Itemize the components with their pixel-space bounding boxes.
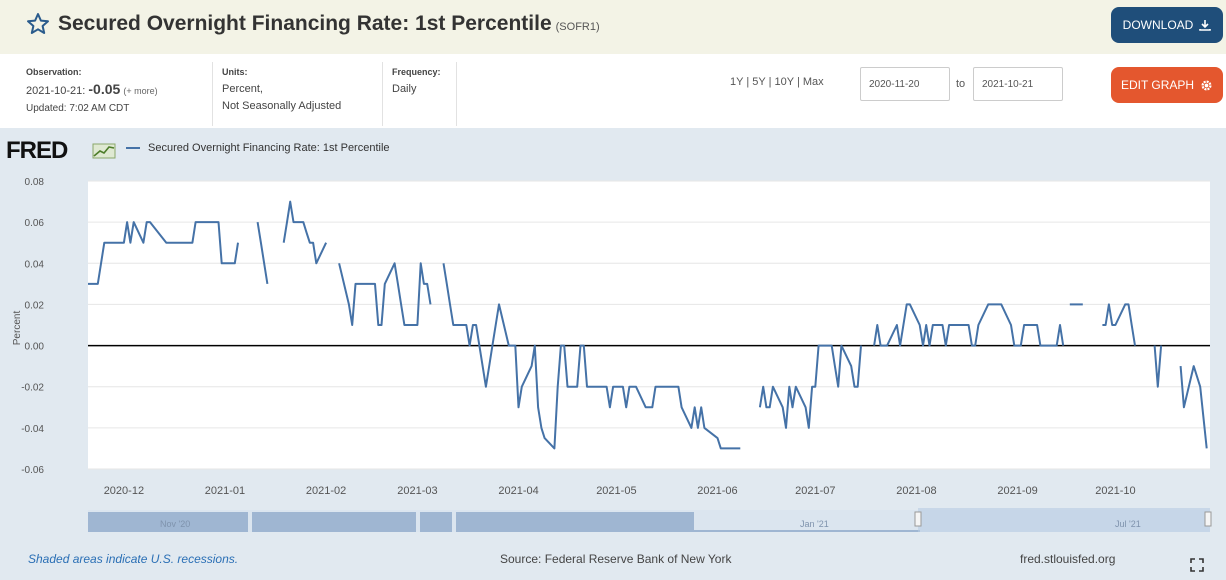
range-10y[interactable]: 10Y <box>774 76 794 88</box>
range-selector: 1Y | 5Y | 10Y | Max <box>730 76 824 88</box>
to-label: to <box>956 78 966 90</box>
range-max[interactable]: Max <box>802 76 824 88</box>
navigator-band <box>420 512 452 532</box>
recession-note[interactable]: Shaded areas indicate U.S. recessions. <box>28 552 239 566</box>
series-lines <box>88 200 1208 450</box>
x-tick-label: 2021-06 <box>697 485 737 497</box>
navigator-label: Jan '21 <box>800 519 829 529</box>
series-line <box>88 221 239 285</box>
navigator-band <box>88 512 248 532</box>
updated-text: Updated: 7:02 AM CDT <box>26 103 130 114</box>
page-title: Secured Overnight Financing Rate: 1st Pe… <box>58 12 600 36</box>
download-icon <box>1199 20 1212 31</box>
y-tick-label: 0.02 <box>25 300 45 311</box>
range-sep: | <box>796 76 800 88</box>
units-block: Units: Percent, Not Seasonally Adjusted <box>222 64 341 115</box>
x-tick-label: 2021-02 <box>306 485 346 497</box>
x-tick-label: 2021-01 <box>205 485 245 497</box>
navigator-band <box>456 512 694 532</box>
x-tick-label: 2020-12 <box>104 485 144 497</box>
y-tick-label: -0.02 <box>21 383 44 394</box>
y-tick-label: 0.00 <box>25 342 45 353</box>
frequency-label: Frequency: <box>392 67 441 77</box>
chart-legend: Secured Overnight Financing Rate: 1st Pe… <box>126 142 390 154</box>
divider <box>212 62 213 126</box>
legend-swatch <box>126 147 140 149</box>
y-tick-label: 0.08 <box>25 177 45 188</box>
y-axis: 0.08 0.06 0.04 0.02 0.00 -0.02 -0.04 -0.06 <box>21 177 44 476</box>
series-line <box>1179 365 1208 449</box>
x-tick-label: 2021-09 <box>997 485 1037 497</box>
download-button[interactable]: DOWNLOAD <box>1111 7 1223 43</box>
y-tick-label: 0.06 <box>25 218 45 229</box>
plot-area <box>88 181 1210 469</box>
navigator-label: Jul '21 <box>1115 519 1141 529</box>
x-tick-label: 2021-08 <box>896 485 936 497</box>
frequency-value: Daily <box>392 83 417 95</box>
series-line <box>338 262 432 326</box>
range-navigator[interactable]: Nov '20 Jan '21 Jul '21 <box>88 508 1212 532</box>
legend-label: Secured Overnight Financing Rate: 1st Pe… <box>148 142 390 154</box>
navigator-band <box>694 530 920 532</box>
range-sep: | <box>768 76 772 88</box>
observation-date: 2021-10-21: <box>26 85 86 97</box>
navigator-right-handle[interactable] <box>1204 511 1212 527</box>
series-line <box>873 303 1065 347</box>
series-info-bar: Observation: 2021-10-21: -0.05 (+ more) … <box>0 54 1226 128</box>
source-text: Source: Federal Reserve Bank of New York <box>500 552 732 566</box>
divider <box>456 62 457 126</box>
navigator-selection[interactable] <box>918 508 1210 532</box>
x-tick-label: 2021-03 <box>397 485 437 497</box>
series-code: (SOFR1) <box>555 21 600 33</box>
navigator-label: Nov '20 <box>160 519 190 529</box>
navigator-left-handle[interactable] <box>914 511 922 527</box>
x-tick-label: 2021-10 <box>1095 485 1135 497</box>
edit-graph-button[interactable]: EDIT GRAPH <box>1111 67 1223 103</box>
y-axis-label: Percent <box>12 311 23 346</box>
series-line <box>1153 345 1163 388</box>
x-tick-label: 2021-05 <box>596 485 636 497</box>
series-line <box>1102 303 1136 346</box>
y-tick-label: -0.06 <box>21 465 44 476</box>
navigator-band <box>252 512 416 532</box>
x-tick-label: 2021-07 <box>795 485 835 497</box>
observation-value: -0.05 <box>88 81 121 97</box>
star-icon[interactable] <box>26 12 50 36</box>
units-value-2: Not Seasonally Adjusted <box>222 100 342 112</box>
fullscreen-icon[interactable] <box>1190 558 1204 572</box>
range-sep: | <box>746 76 750 88</box>
series-line <box>282 200 328 265</box>
series-line <box>442 263 741 450</box>
range-5y[interactable]: 5Y <box>752 76 766 88</box>
units-label: Units: <box>222 67 248 77</box>
observation-label: Observation: <box>26 67 82 77</box>
gear-icon <box>1201 79 1212 91</box>
fred-logo: FRED <box>6 137 68 164</box>
more-link[interactable]: (+ more) <box>123 86 158 96</box>
download-label: DOWNLOAD <box>1122 18 1194 32</box>
frequency-block: Frequency: Daily <box>392 64 441 98</box>
y-tick-label: -0.04 <box>21 424 44 435</box>
header-bar: Secured Overnight Financing Rate: 1st Pe… <box>0 0 1226 54</box>
x-tick-label: 2021-04 <box>498 485 538 497</box>
end-date-input[interactable] <box>973 67 1063 101</box>
observation-block: Observation: 2021-10-21: -0.05 (+ more) … <box>26 64 158 117</box>
site-link[interactable]: fred.stlouisfed.org <box>1020 552 1116 566</box>
y-tick-label: 0.04 <box>25 259 45 270</box>
divider <box>382 62 383 126</box>
start-date-input[interactable] <box>860 67 950 101</box>
series-line <box>758 344 862 429</box>
fred-logo-graph-icon <box>92 143 116 159</box>
line-chart[interactable]: 0.08 0.06 0.04 0.02 0.00 -0.02 -0.04 -0.06 2020… <box>0 168 1226 578</box>
series-title: Secured Overnight Financing Rate: 1st Pe… <box>58 12 552 35</box>
chart-panel: FRED Secured Overnight Financing Rate: 1… <box>0 128 1226 580</box>
x-axis: 2020-12 2021-01 2021-02 2021-03 2021-04 2021-… <box>104 485 1136 497</box>
observation-line: 2021-10-21: -0.05 (+ more) <box>26 81 158 100</box>
series-line <box>256 221 269 285</box>
edit-graph-label: EDIT GRAPH <box>1120 78 1195 92</box>
units-value-1: Percent, <box>222 83 263 95</box>
range-1y[interactable]: 1Y <box>730 76 744 88</box>
